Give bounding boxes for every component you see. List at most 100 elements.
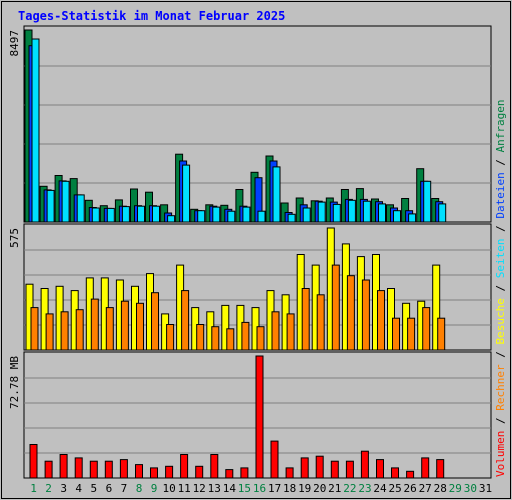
x-label-day-1: 1	[30, 482, 37, 495]
x-label-day-26: 26	[403, 482, 416, 495]
x-label-day-19: 19	[298, 482, 311, 495]
panel-middle: 575	[8, 223, 492, 351]
x-label-day-6: 6	[106, 482, 113, 495]
bar-rechner-day-1	[30, 307, 39, 351]
bar-rechner-day-19	[301, 288, 310, 351]
bar-volumen-day-20	[315, 455, 324, 479]
x-label-day-28: 28	[434, 482, 447, 495]
bar-volumen-day-16	[255, 355, 264, 479]
x-label-day-12: 12	[193, 482, 206, 495]
bar-seiten-day-9	[152, 205, 160, 223]
x-label-day-9: 9	[151, 482, 158, 495]
bar-volumen-day-4	[74, 457, 83, 479]
bar-volumen-day-19	[300, 457, 309, 479]
legend-separator: /	[494, 411, 507, 431]
bar-volumen-day-7	[119, 459, 128, 479]
x-label-day-18: 18	[283, 482, 296, 495]
x-axis-day-labels: 1 2 3 4 5 6 7 8 9 10 11 12 13 14 15 16 17 18 19 20 21 22 23 24 2…	[30, 482, 492, 495]
bar-volumen-day-5	[89, 460, 98, 479]
legend-separator: /	[494, 278, 507, 298]
x-label-day-10: 10	[162, 482, 175, 495]
legend-separator: /	[494, 219, 507, 239]
bar-seiten-day-11	[182, 164, 191, 223]
bar-rechner-day-22	[346, 275, 355, 351]
legend-entry-besuche: Besuche	[494, 298, 507, 344]
x-label-day-13: 13	[208, 482, 221, 495]
x-label-day-20: 20	[313, 482, 326, 495]
bar-seiten-day-28	[438, 203, 447, 223]
bar-volumen-day-25	[391, 467, 399, 479]
x-label-day-16: 16	[253, 482, 266, 495]
bar-volumen-day-17	[270, 440, 279, 479]
bar-seiten-day-23	[362, 200, 371, 223]
bar-volumen-day-24	[376, 459, 384, 479]
x-label-day-27: 27	[419, 482, 432, 495]
bar-seiten-day-6	[106, 207, 115, 223]
bar-rechner-day-3	[60, 311, 69, 351]
bar-volumen-day-10	[165, 465, 174, 479]
x-label-day-2: 2	[45, 482, 52, 495]
bar-rechner-day-26	[407, 317, 416, 351]
legend-separator: /	[494, 345, 507, 365]
bar-volumen-day-15	[240, 467, 249, 479]
series-rechner	[30, 264, 446, 351]
bar-seiten-day-12	[197, 210, 206, 223]
x-label-day-4: 4	[75, 482, 82, 495]
series-volumen	[29, 355, 445, 479]
legend-text: Volumen / Rechner / Besuche / Seiten / D…	[494, 99, 507, 477]
x-label-day-3: 3	[60, 482, 67, 495]
bar-rechner-day-28	[437, 317, 446, 351]
bar-besuche-day-28	[432, 264, 441, 351]
legend-entry-anfragen: Anfragen	[494, 99, 507, 152]
bar-volumen-day-26	[406, 470, 415, 479]
bar-volumen-day-27	[421, 457, 430, 479]
bar-seiten-day-10	[167, 215, 176, 223]
series-besuche	[25, 227, 441, 351]
bar-volumen-day-28	[436, 459, 445, 479]
bar-volumen-day-11	[180, 454, 189, 479]
bar-seiten-day-3	[61, 180, 70, 223]
bar-rechner-day-15	[241, 321, 250, 351]
bar-volumen-day-8	[135, 464, 143, 479]
legend: Volumen / Rechner / Besuche / Seiten / D…	[494, 99, 507, 477]
bar-rechner-day-10	[166, 324, 175, 351]
bar-volumen-day-14	[225, 469, 234, 479]
x-label-day-17: 17	[268, 482, 281, 495]
x-label-day-24: 24	[373, 482, 387, 495]
bar-rechner-day-17	[271, 311, 280, 351]
bar-rechner-day-24	[377, 290, 385, 351]
x-label-day-14: 14	[223, 482, 237, 495]
bar-rechner-day-13	[211, 326, 220, 351]
bar-volumen-day-1	[29, 444, 38, 479]
bar-volumen-day-12	[195, 465, 204, 479]
bar-seiten-day-27	[423, 180, 432, 223]
legend-separator: /	[494, 152, 507, 172]
bar-rechner-day-8	[136, 302, 144, 351]
bar-seiten-day-15	[242, 206, 251, 223]
bar-rechner-day-16	[256, 326, 265, 351]
x-label-day-29: 29	[449, 482, 462, 495]
x-label-day-25: 25	[388, 482, 401, 495]
bar-rechner-day-12	[196, 324, 205, 351]
x-label-day-15: 15	[238, 482, 251, 495]
bar-rechner-day-18	[286, 313, 295, 351]
bar-volumen-day-3	[59, 454, 68, 479]
legend-entry-rechner: Rechner	[494, 364, 507, 411]
bar-seiten-day-24	[378, 203, 386, 223]
bar-volumen-day-9	[150, 467, 158, 479]
bar-seiten-day-2	[46, 189, 55, 223]
series-seiten	[31, 38, 447, 223]
bar-rechner-day-25	[392, 317, 400, 351]
bar-seiten-day-1	[31, 38, 40, 223]
bar-seiten-day-5	[91, 207, 100, 223]
x-label-day-23: 23	[358, 482, 371, 495]
bar-seiten-day-21	[332, 203, 341, 223]
bar-seiten-day-14	[227, 210, 236, 223]
bar-rechner-day-20	[316, 294, 325, 351]
y-axis-max-label: 72.78 MB	[8, 356, 21, 409]
panel-top: 8497	[8, 25, 492, 223]
x-label-day-7: 7	[121, 482, 128, 495]
legend-entry-volumen: Volumen	[494, 431, 507, 477]
